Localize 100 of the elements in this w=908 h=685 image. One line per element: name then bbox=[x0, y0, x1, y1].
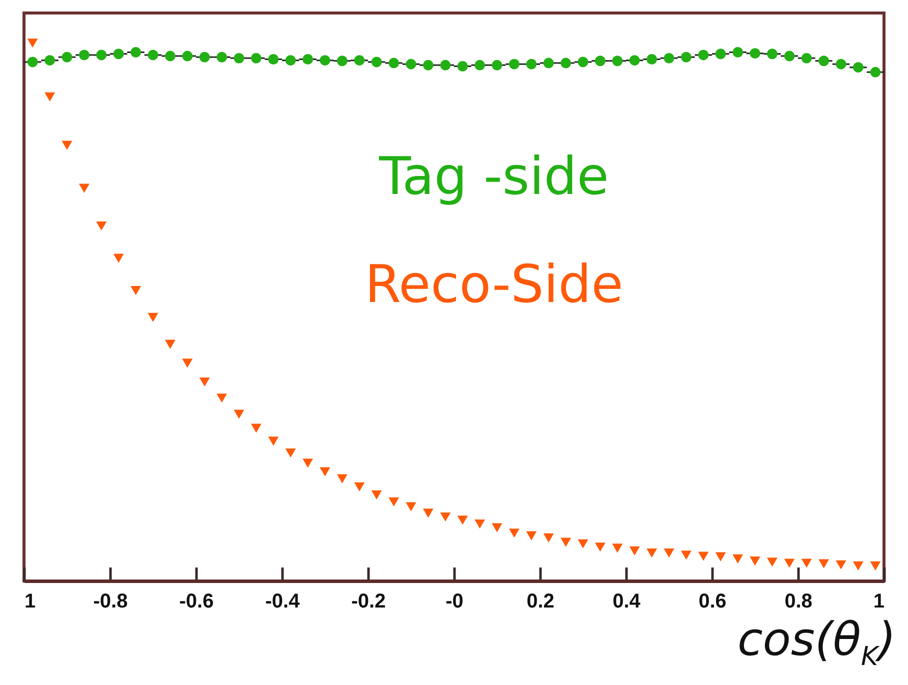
point bbox=[44, 55, 56, 66]
point bbox=[406, 58, 416, 70]
point bbox=[870, 561, 881, 570]
point bbox=[27, 38, 38, 48]
point bbox=[199, 377, 210, 387]
point bbox=[440, 512, 451, 522]
point bbox=[612, 56, 623, 66]
point bbox=[130, 286, 142, 296]
point bbox=[715, 48, 726, 60]
point bbox=[354, 482, 365, 492]
point bbox=[96, 221, 107, 231]
point bbox=[320, 55, 330, 66]
point bbox=[784, 50, 795, 62]
x-tick-label: -0 bbox=[446, 590, 464, 612]
point bbox=[164, 340, 176, 349]
point bbox=[646, 54, 658, 64]
point bbox=[492, 60, 502, 70]
point bbox=[818, 56, 830, 66]
point bbox=[526, 58, 537, 70]
point bbox=[199, 52, 210, 62]
point bbox=[182, 358, 193, 368]
point bbox=[698, 50, 709, 60]
point bbox=[96, 50, 107, 60]
point bbox=[578, 539, 588, 548]
point bbox=[148, 312, 158, 322]
point bbox=[422, 508, 434, 518]
text: Reco-Side bbox=[364, 255, 624, 315]
point bbox=[388, 58, 400, 68]
point bbox=[336, 474, 348, 484]
point bbox=[508, 528, 520, 538]
point bbox=[766, 48, 778, 60]
point bbox=[27, 56, 38, 68]
point bbox=[457, 61, 468, 72]
point bbox=[371, 490, 382, 500]
point bbox=[766, 558, 778, 567]
point bbox=[870, 66, 881, 78]
point bbox=[801, 52, 812, 64]
point bbox=[182, 50, 193, 62]
point bbox=[578, 56, 588, 68]
x-axis-title: cos(θ$_{K}$) bbox=[737, 612, 896, 672]
point bbox=[285, 55, 296, 66]
point bbox=[594, 542, 606, 552]
point bbox=[285, 448, 296, 458]
point bbox=[164, 50, 176, 62]
point bbox=[629, 546, 640, 556]
point bbox=[250, 424, 262, 433]
x-tick-label: 0.8 bbox=[784, 590, 812, 612]
point bbox=[784, 558, 795, 568]
point bbox=[629, 55, 640, 66]
point bbox=[371, 56, 382, 68]
point bbox=[801, 558, 812, 568]
point bbox=[354, 55, 365, 66]
point bbox=[113, 48, 124, 60]
point bbox=[113, 254, 124, 263]
point bbox=[302, 458, 314, 468]
point bbox=[302, 54, 314, 64]
point bbox=[216, 394, 228, 403]
x-tick-label: -0.8 bbox=[93, 590, 128, 612]
point bbox=[852, 62, 864, 73]
point bbox=[836, 560, 846, 570]
point bbox=[336, 56, 348, 66]
x-tick-label: 0.2 bbox=[526, 590, 554, 612]
point bbox=[216, 52, 228, 62]
point bbox=[560, 58, 572, 68]
point bbox=[78, 50, 90, 60]
point bbox=[543, 58, 554, 68]
point bbox=[698, 552, 709, 561]
point bbox=[388, 497, 400, 506]
point bbox=[508, 58, 520, 70]
point bbox=[457, 516, 468, 525]
point bbox=[440, 60, 451, 70]
point bbox=[474, 519, 486, 529]
point bbox=[406, 502, 416, 512]
point bbox=[62, 140, 72, 150]
point bbox=[594, 56, 606, 66]
point bbox=[560, 538, 572, 547]
point bbox=[78, 184, 90, 193]
point bbox=[320, 467, 330, 476]
x-tick-label: -0.2 bbox=[351, 590, 386, 612]
series-label: Tag -side bbox=[378, 147, 609, 207]
point bbox=[646, 548, 658, 558]
point bbox=[234, 410, 244, 419]
point bbox=[62, 52, 72, 62]
point bbox=[852, 561, 864, 570]
point bbox=[612, 544, 623, 553]
point bbox=[492, 523, 502, 532]
x-tick-label: 1 bbox=[24, 590, 36, 612]
point bbox=[44, 92, 56, 102]
point bbox=[680, 52, 692, 62]
point bbox=[474, 60, 486, 70]
x-tick-label: 0.4 bbox=[612, 590, 642, 612]
x-tick-label: -0.6 bbox=[179, 590, 214, 612]
point bbox=[836, 58, 846, 70]
point bbox=[750, 556, 760, 566]
x-tick-label: 0.6 bbox=[698, 590, 726, 612]
point bbox=[715, 552, 726, 562]
point bbox=[543, 533, 554, 543]
point bbox=[130, 47, 142, 58]
point bbox=[148, 50, 158, 60]
point bbox=[732, 47, 744, 58]
